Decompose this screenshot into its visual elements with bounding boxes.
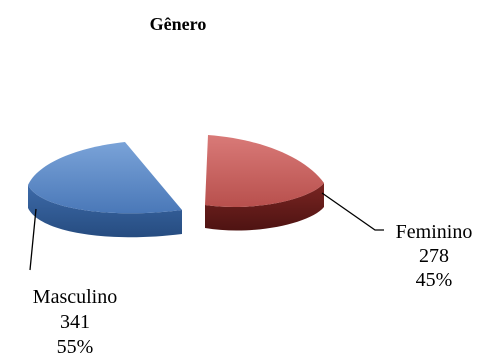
label-feminino-value: 278 xyxy=(419,245,449,267)
leader-line-feminino xyxy=(321,192,384,231)
pie-slice-feminino-top xyxy=(205,135,324,208)
pie-slice-feminino xyxy=(205,135,324,231)
pie-slice-masculino-side xyxy=(28,185,182,238)
chart-title: Gênero xyxy=(150,14,207,34)
pie-slice-feminino-side xyxy=(205,183,324,231)
label-masculino-value: 341 xyxy=(60,311,90,333)
pie-slice-masculino-top xyxy=(28,142,182,214)
label-masculino-percent: 55% xyxy=(57,336,94,358)
pie-slice-masculino xyxy=(28,142,182,238)
label-feminino-percent: 45% xyxy=(416,269,453,291)
label-feminino-name: Feminino xyxy=(396,221,473,243)
label-masculino-name: Masculino xyxy=(33,286,117,308)
leader-line-masculino xyxy=(29,208,37,271)
